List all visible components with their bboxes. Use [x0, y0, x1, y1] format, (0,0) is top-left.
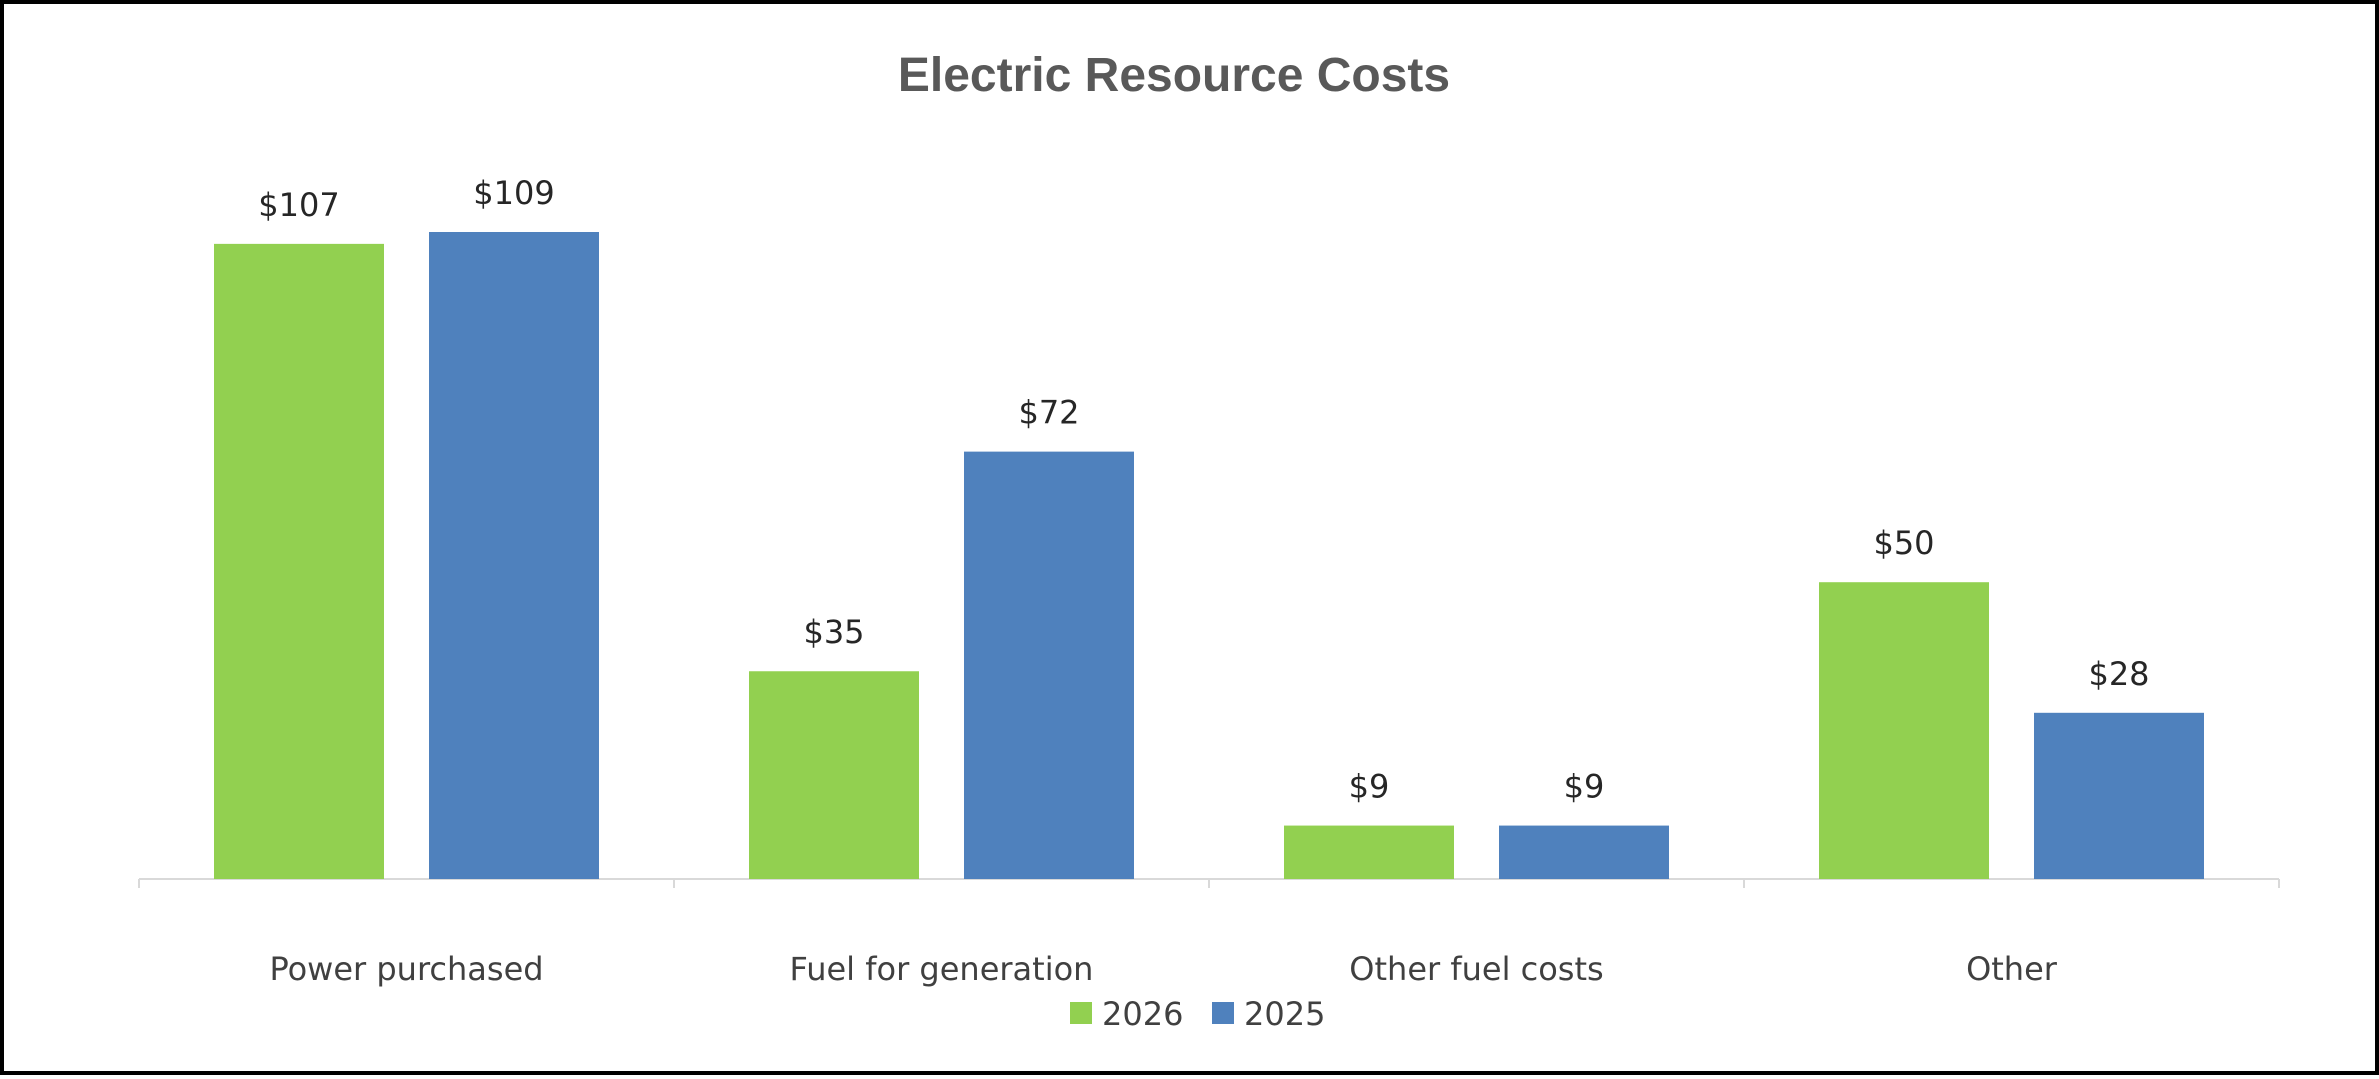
- bar-2025-1: [429, 232, 599, 879]
- data-label: $35: [803, 613, 864, 651]
- bar-2026-4: [1819, 582, 1989, 879]
- category-label: Fuel for generation: [790, 950, 1094, 988]
- data-label: $28: [2088, 655, 2149, 693]
- bar-2026-1: [214, 243, 384, 879]
- data-label: $9: [1349, 768, 1390, 806]
- data-label: $50: [1873, 524, 1934, 562]
- category-label: Other: [1966, 950, 2058, 988]
- legend-swatch-2026: [1070, 1002, 1092, 1024]
- bars: [214, 232, 2204, 879]
- legend-label: 2026: [1102, 995, 1183, 1033]
- data-label: $72: [1018, 394, 1079, 432]
- chart-svg: Electric Resource Costs $107 $109 $35 $72 $9…: [138, 49, 2280, 1033]
- x-axis: [138, 878, 2280, 888]
- bar-2025-4: [2034, 712, 2204, 879]
- category-label: Other fuel costs: [1349, 950, 1603, 988]
- data-labels: $107 $109 $35 $72 $9 $9 $50 $28: [258, 174, 2149, 806]
- bar-2025-2: [964, 451, 1134, 879]
- legend: 2026 2025: [1070, 995, 1325, 1033]
- legend-swatch-2025: [1212, 1002, 1234, 1024]
- data-label: $109: [473, 174, 554, 212]
- bar-2026-2: [749, 671, 919, 879]
- data-label: $107: [258, 186, 339, 224]
- bar-2025-3: [1499, 825, 1669, 879]
- chart-title: Electric Resource Costs: [898, 49, 1450, 102]
- legend-label: 2025: [1244, 995, 1325, 1033]
- bar-2026-3: [1284, 825, 1454, 879]
- data-label: $9: [1564, 768, 1605, 806]
- category-label: Power purchased: [269, 950, 543, 988]
- category-labels: Power purchased Fuel for generation Other …: [269, 950, 2057, 988]
